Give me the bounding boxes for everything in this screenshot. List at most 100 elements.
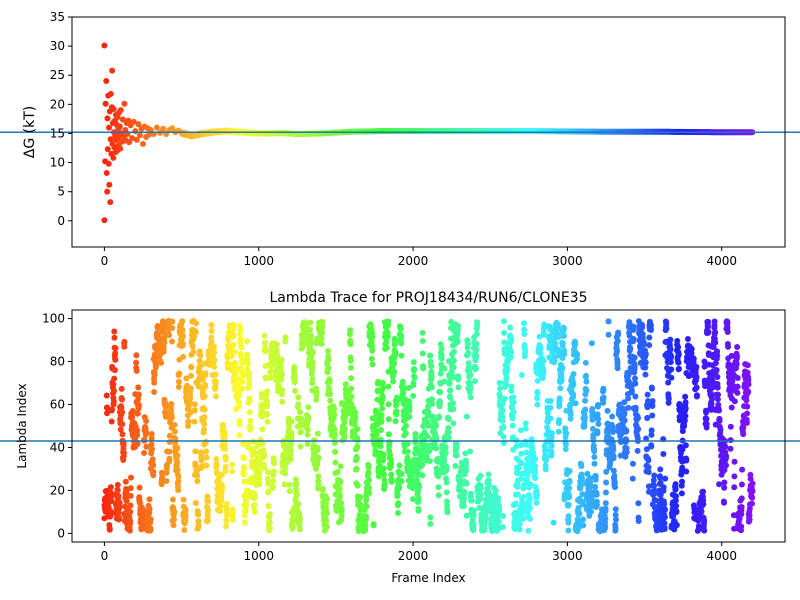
lambda-point (450, 374, 457, 381)
lambda-point (668, 366, 675, 373)
lambda-point (716, 481, 723, 488)
lambda-point (470, 507, 477, 514)
lambda-point (203, 462, 210, 469)
lambda-point (555, 325, 562, 332)
lambda-point (160, 346, 167, 353)
lambda-point (477, 495, 484, 502)
lambda-point (635, 414, 642, 421)
lambda-point (171, 428, 178, 435)
lambda-point (379, 379, 386, 386)
lambda-point (256, 481, 263, 488)
lambda-point (192, 461, 199, 468)
lambda-point (258, 394, 265, 401)
lambda-point (218, 497, 225, 504)
lambda-point (518, 442, 525, 449)
x-tick-label: 0 (101, 549, 109, 563)
lambda-point (101, 515, 108, 522)
lambda-point (588, 499, 595, 506)
lambda-point (743, 397, 750, 404)
lambda-point (455, 323, 462, 330)
lambda-point (362, 521, 369, 528)
lambda-point (437, 370, 444, 377)
lambda-point (202, 370, 209, 377)
lambda-point (473, 346, 480, 353)
lambda-point (744, 410, 751, 417)
lambda-point (701, 527, 708, 534)
lambda-point (593, 491, 600, 498)
lambda-point (238, 344, 245, 351)
lambda-point (305, 416, 312, 423)
lambda-point (398, 477, 405, 484)
lambda-point (127, 485, 134, 492)
lambda-point (716, 417, 723, 424)
lambda-point (631, 354, 638, 361)
lambda-point (470, 516, 477, 523)
lambda-point (286, 424, 293, 431)
lambda-point (534, 390, 541, 397)
lambda-point (567, 411, 574, 418)
lambda-point (395, 509, 402, 516)
lambda-point (303, 332, 310, 339)
lambda-point (110, 398, 117, 405)
lambda-point (579, 491, 586, 498)
lambda-point (341, 425, 348, 432)
lambda-point (625, 395, 632, 402)
lambda-point (592, 476, 599, 483)
lambda-point (208, 321, 215, 328)
lambda-point (463, 466, 470, 473)
lambda-point (451, 348, 458, 355)
lambda-point (119, 409, 126, 416)
lambda-point (721, 484, 728, 491)
lambda-point (662, 475, 669, 482)
lambda-point (388, 460, 395, 467)
lambda-point (468, 497, 475, 504)
lambda-point (135, 401, 142, 408)
delta-g-point (117, 145, 124, 152)
lambda-point (533, 492, 540, 499)
lambda-point (575, 504, 582, 511)
lambda-point (462, 450, 469, 457)
lambda-point (667, 336, 674, 343)
lambda-point (602, 500, 609, 507)
lambda-point (523, 449, 530, 456)
lambda-point (373, 431, 380, 438)
lambda-point (108, 493, 115, 500)
lambda-point (683, 468, 690, 475)
lambda-point (326, 379, 333, 386)
lambda-point (378, 412, 385, 419)
lambda-point (205, 498, 212, 505)
lambda-point (369, 347, 376, 354)
lambda-point (127, 492, 134, 499)
lambda-point (705, 318, 712, 325)
lambda-point (448, 368, 455, 375)
lambda-point (548, 434, 555, 441)
lambda-point (660, 484, 667, 491)
lambda-point (169, 318, 176, 325)
lambda-point (399, 378, 406, 385)
lambda-point (191, 401, 198, 408)
lambda-point (662, 506, 669, 513)
lambda-point (517, 427, 524, 434)
lambda-point (703, 420, 710, 427)
lambda-point (673, 493, 680, 500)
lambda-point (200, 426, 207, 433)
lambda-point (743, 419, 750, 426)
lambda-point (415, 495, 422, 502)
lambda-point (713, 367, 720, 374)
lambda-point (749, 480, 756, 487)
lambda-point (222, 463, 229, 470)
lambda-point (510, 394, 517, 401)
lambda-point (715, 407, 722, 414)
lambda-point (550, 519, 557, 526)
lambda-point (294, 491, 301, 498)
lambda-point (632, 404, 639, 411)
lambda-point (625, 404, 632, 411)
lambda-point (229, 468, 236, 475)
lambda-point (738, 481, 745, 488)
lambda-point (731, 473, 738, 480)
lambda-point (182, 512, 189, 519)
lambda-point (621, 417, 628, 424)
lambda-point (419, 461, 426, 468)
lambda-point (393, 394, 400, 401)
lambda-point (307, 319, 314, 326)
